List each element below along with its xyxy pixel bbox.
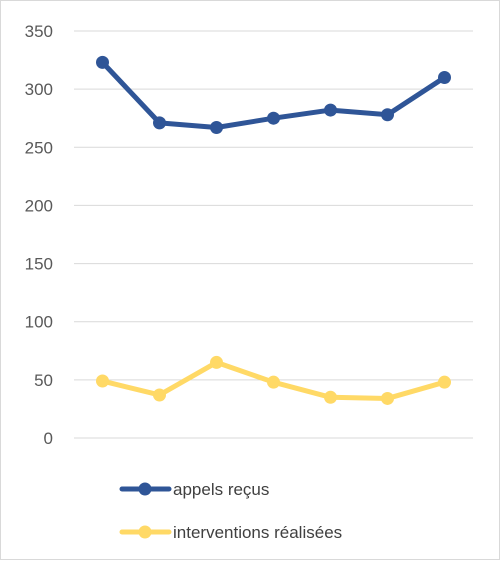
data-point bbox=[153, 388, 166, 402]
data-point bbox=[267, 111, 280, 125]
data-point bbox=[324, 390, 337, 404]
gridlines bbox=[74, 30, 473, 439]
data-point bbox=[153, 116, 166, 130]
data-point bbox=[324, 103, 337, 117]
data-point bbox=[210, 121, 223, 135]
legend-marker-2 bbox=[138, 525, 152, 539]
y-tick-label: 200 bbox=[25, 196, 53, 215]
y-axis: 0 50 100 150 200 250 300 350 bbox=[25, 22, 53, 448]
data-point bbox=[267, 375, 280, 389]
data-point bbox=[96, 55, 109, 69]
y-tick-label: 0 bbox=[44, 429, 53, 448]
data-point bbox=[438, 71, 451, 85]
series-group bbox=[96, 55, 451, 405]
data-point bbox=[210, 355, 223, 369]
y-tick-label: 50 bbox=[34, 371, 53, 390]
legend: appels reçus interventions réalisées bbox=[119, 480, 342, 542]
data-point bbox=[96, 374, 109, 388]
y-tick-label: 100 bbox=[25, 313, 53, 332]
y-tick-label: 150 bbox=[25, 255, 53, 274]
legend-label-2: interventions réalisées bbox=[173, 523, 342, 542]
y-tick-label: 350 bbox=[25, 22, 53, 41]
data-point bbox=[381, 391, 394, 405]
data-point bbox=[381, 108, 394, 122]
y-tick-label: 300 bbox=[25, 80, 53, 99]
y-tick-label: 250 bbox=[25, 138, 53, 157]
data-point bbox=[438, 375, 451, 389]
legend-label-1: appels reçus bbox=[173, 480, 269, 499]
legend-marker-1 bbox=[138, 482, 152, 496]
